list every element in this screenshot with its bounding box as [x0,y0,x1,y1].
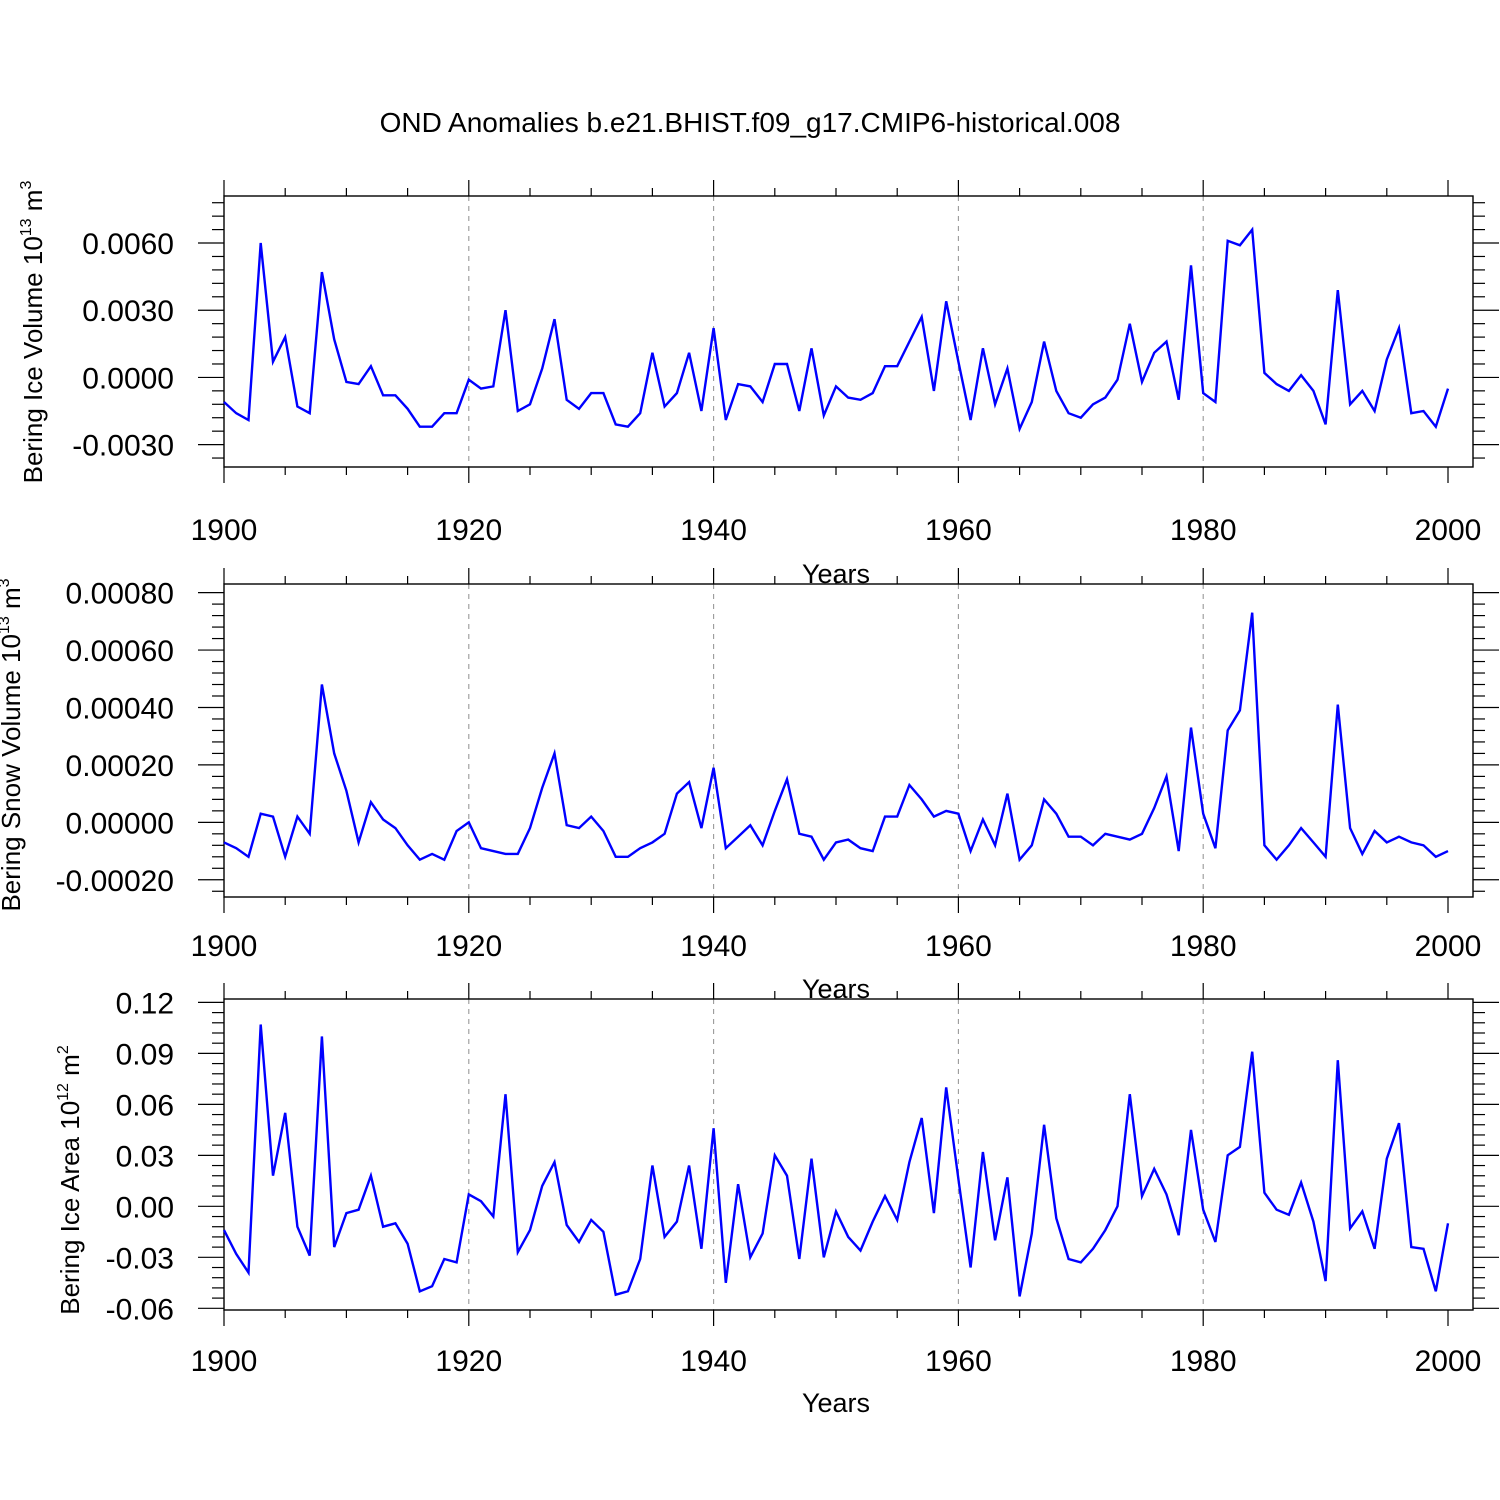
panel-snow-volume: 1900 1920 1940 1960 1980 2000 -0.00020 0.00000 0… [0,568,1499,1004]
panel-ice-area: 1900 1920 1940 1960 1980 2000 -0.06 -0.03 0.00 0.… [55,983,1499,1418]
y-axis-label: Bering Ice Area 1012 m2 [55,1045,85,1315]
y-axis-label-unit-exponent: 2 [55,1045,72,1054]
y-tick-label: 0.09 [116,1038,174,1071]
y-tick-label: 0.00080 [66,578,174,611]
x-tick-label: 1940 [680,514,747,547]
plot-frame [223,195,1474,468]
series-line [223,226,1450,433]
chart-title: OND Anomalies b.e21.BHIST.f09_g17.CMIP6-… [380,107,1121,138]
y-axis-label-unit-exponent: 3 [18,181,35,190]
y-tick-label: 0.00040 [66,692,174,725]
y-tick-label: 0.03 [116,1140,174,1173]
x-tick-label: 1900 [191,1345,258,1378]
y-tick-label: 0.00060 [66,635,174,668]
y-axis-label-exponent: 13 [18,218,35,236]
x-tick-label: 1940 [680,1345,747,1378]
x-tick-label: 1920 [435,1345,502,1378]
y-tick-label: 0.06 [116,1089,174,1122]
y-tick-label: -0.00020 [56,865,174,898]
plot-frame [223,583,1474,898]
x-tick-label: 1920 [435,514,502,547]
x-tick-label: 1980 [1170,930,1237,963]
x-tick-label: 1960 [925,930,992,963]
y-tick-label: 0.00 [116,1191,174,1224]
y-tick-label: 0.0030 [82,295,174,328]
y-tick-label: -0.03 [106,1242,174,1275]
x-tick-label: 1900 [191,930,258,963]
series-line [222,1024,1450,1297]
y-tick-label: 0.0060 [82,228,174,261]
y-axis-label: Bering Snow Volume 1013 m3 [0,578,26,911]
x-tick-label: 1980 [1170,1345,1237,1378]
y-axis-label-main: Bering Ice Volume 10 [18,236,48,483]
series-line [223,612,1449,863]
y-axis-label: Bering Ice Volume 1013 m3 [18,181,48,484]
x-tick-label: 1940 [680,930,747,963]
y-tick-label: 0.12 [116,987,174,1020]
y-tick-label: -0.06 [106,1293,174,1326]
x-tick-label: 1960 [925,1345,992,1378]
x-tick-label: 2000 [1415,930,1482,963]
y-axis-label-exponent: 12 [55,1083,72,1101]
x-tick-label: 2000 [1415,1345,1482,1378]
y-axis-label-exponent: 13 [0,616,13,634]
y-tick-label: 0.00000 [66,807,174,840]
y-tick-label: 0.00020 [66,750,174,783]
y-axis-label-unit: m [0,587,26,616]
x-tick-label: 1920 [435,930,502,963]
panel-ice-volume: 1900 1920 1940 1960 1980 2000 -0.0030 0.0000 0.0… [18,180,1499,589]
y-tick-label: 0.0000 [82,362,174,395]
x-tick-label: 1900 [191,514,258,547]
y-tick-label: -0.0030 [72,430,174,463]
y-axis-label-main: Bering Snow Volume 10 [0,634,26,912]
y-axis-label-unit: m [55,1054,85,1083]
x-axis-label: Years [802,1388,870,1418]
plot-frame [223,998,1474,1311]
y-axis-label-unit: m [18,190,48,219]
x-tick-label: 1960 [925,514,992,547]
x-tick-label: 1980 [1170,514,1237,547]
x-tick-label: 2000 [1415,514,1482,547]
y-axis-label-main: Bering Ice Area 10 [55,1101,85,1315]
y-axis-label-unit-exponent: 3 [0,578,13,587]
